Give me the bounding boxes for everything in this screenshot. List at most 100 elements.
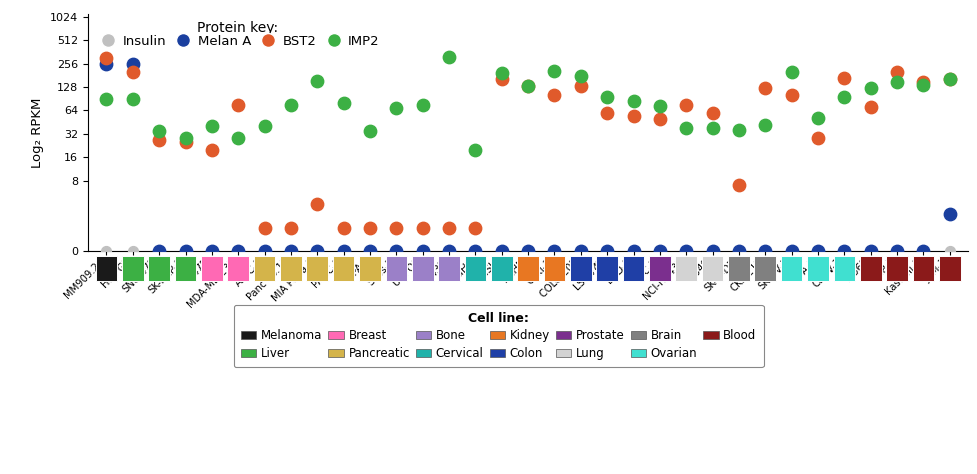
Point <box>335 224 351 232</box>
Point <box>361 127 377 135</box>
Point <box>652 103 667 110</box>
Point <box>809 247 825 255</box>
Point <box>178 138 193 146</box>
Point <box>309 77 324 84</box>
Point <box>731 126 746 134</box>
FancyBboxPatch shape <box>279 256 302 281</box>
Point <box>888 78 904 85</box>
Point <box>941 247 956 255</box>
Point <box>335 247 351 255</box>
Point <box>599 109 615 117</box>
Point <box>914 78 930 85</box>
Point <box>257 123 273 130</box>
FancyBboxPatch shape <box>201 256 223 281</box>
FancyBboxPatch shape <box>701 256 723 281</box>
Point <box>204 146 220 154</box>
Point <box>862 84 877 91</box>
Point <box>441 247 456 255</box>
Point <box>914 247 930 255</box>
Point <box>783 247 798 255</box>
Point <box>361 247 377 255</box>
Point <box>231 247 246 255</box>
Point <box>467 247 483 255</box>
FancyBboxPatch shape <box>938 256 959 281</box>
FancyBboxPatch shape <box>359 256 380 281</box>
Point <box>704 124 720 132</box>
FancyBboxPatch shape <box>570 256 591 281</box>
FancyBboxPatch shape <box>753 256 776 281</box>
Point <box>178 135 193 142</box>
Point <box>282 247 298 255</box>
Point <box>599 247 615 255</box>
FancyBboxPatch shape <box>175 256 196 281</box>
Point <box>361 224 377 232</box>
Point <box>151 127 167 135</box>
Point <box>809 114 825 121</box>
Point <box>546 91 562 99</box>
Point <box>414 101 430 109</box>
Point <box>573 247 588 255</box>
Point <box>783 91 798 99</box>
Point <box>704 247 720 255</box>
Point <box>731 182 746 189</box>
FancyBboxPatch shape <box>332 256 354 281</box>
Point <box>309 247 324 255</box>
Point <box>835 247 851 255</box>
FancyBboxPatch shape <box>832 256 854 281</box>
Point <box>231 135 246 142</box>
Point <box>388 247 404 255</box>
Point <box>652 247 667 255</box>
Point <box>204 247 220 255</box>
Point <box>599 93 615 101</box>
Point <box>99 55 114 62</box>
FancyBboxPatch shape <box>464 256 486 281</box>
FancyBboxPatch shape <box>253 256 276 281</box>
FancyBboxPatch shape <box>728 256 749 281</box>
Point <box>599 247 615 255</box>
Point <box>678 124 694 132</box>
Point <box>414 247 430 255</box>
Point <box>204 247 220 255</box>
Point <box>414 224 430 232</box>
Point <box>441 247 456 255</box>
Point <box>467 146 483 154</box>
Point <box>625 97 641 105</box>
Point <box>231 247 246 255</box>
Point <box>625 112 641 119</box>
FancyBboxPatch shape <box>228 256 249 281</box>
Point <box>941 76 956 83</box>
Point <box>282 224 298 232</box>
Point <box>914 82 930 89</box>
Point <box>809 247 825 255</box>
Point <box>678 101 694 109</box>
FancyBboxPatch shape <box>438 256 459 281</box>
Point <box>835 247 851 255</box>
Point <box>731 247 746 255</box>
Point <box>546 247 562 255</box>
Point <box>573 73 588 80</box>
Point <box>731 247 746 255</box>
Point <box>835 93 851 101</box>
Point <box>493 247 509 255</box>
FancyBboxPatch shape <box>622 256 644 281</box>
Point <box>493 247 509 255</box>
Point <box>809 135 825 142</box>
FancyBboxPatch shape <box>411 256 433 281</box>
Point <box>941 76 956 83</box>
Point <box>941 210 956 218</box>
Point <box>204 123 220 130</box>
Point <box>335 247 351 255</box>
FancyBboxPatch shape <box>859 256 880 281</box>
Point <box>704 247 720 255</box>
Point <box>678 247 694 255</box>
Point <box>862 104 877 111</box>
Point <box>625 247 641 255</box>
Point <box>99 247 114 255</box>
Point <box>862 247 877 255</box>
Point <box>125 95 141 103</box>
Point <box>282 247 298 255</box>
Point <box>125 68 141 76</box>
Point <box>388 224 404 232</box>
Point <box>783 68 798 76</box>
Point <box>520 82 535 90</box>
